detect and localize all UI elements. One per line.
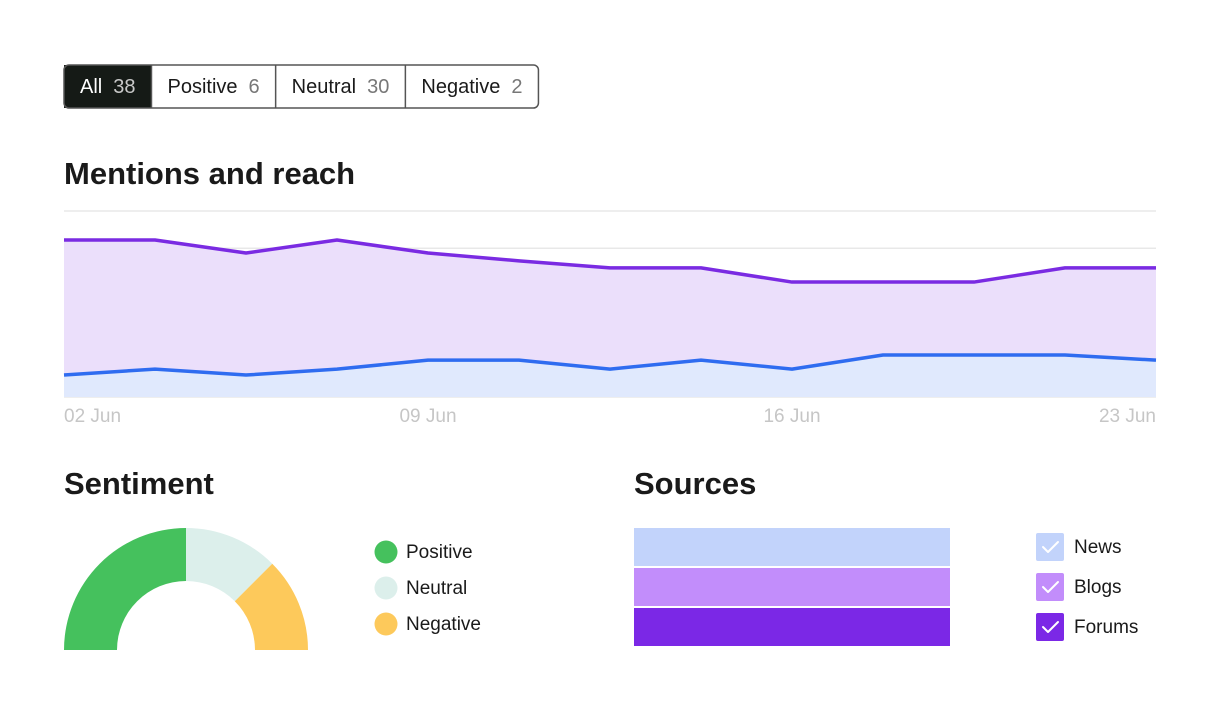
tab[interactable]: Negative 2: [405, 65, 539, 108]
checkbox[interactable]: [1036, 613, 1064, 641]
pie-slice: [234, 563, 308, 650]
legend-swatch: [374, 612, 398, 636]
tab-label: All: [80, 76, 102, 98]
tab-count: 2: [511, 76, 522, 98]
tab-label: Positive: [167, 76, 237, 98]
tab-bar: All 38 Positive 6 Neutral 30 Negative 2: [63, 64, 540, 109]
tab-background: [151, 65, 276, 108]
chart-title: Mentions and reach: [64, 156, 355, 191]
tab-background: [64, 65, 152, 108]
tab-background: [405, 65, 539, 108]
x-tick-label: 09 Jun: [399, 406, 456, 427]
checkmark: [1042, 621, 1059, 633]
line: [64, 238, 1156, 284]
bar: [634, 528, 950, 566]
tab-count: 38: [113, 76, 135, 98]
legend-label: Blogs: [1074, 577, 1122, 598]
legend-label: Forums: [1074, 617, 1138, 638]
area-backdrop: [64, 354, 1156, 397]
chart-title: Sources: [634, 466, 756, 501]
checkmark: [1042, 581, 1059, 593]
tab[interactable]: Positive 6: [151, 65, 276, 108]
tab[interactable]: Neutral 30: [275, 65, 406, 108]
legend-swatch: [374, 576, 398, 600]
pie-slice: [64, 528, 186, 650]
tab-label: Neutral: [292, 76, 356, 98]
pie-slice: [186, 528, 273, 602]
x-tick-label: 16 Jun: [763, 406, 820, 427]
x-tick-label: 02 Jun: [64, 406, 121, 427]
tab-count: 6: [249, 76, 260, 98]
tab-count: 30: [367, 76, 389, 98]
checkbox[interactable]: [1036, 573, 1064, 601]
legend-swatch: [374, 540, 398, 564]
x-tick-label: 23 Jun: [1099, 406, 1156, 427]
legend-label: Positive: [406, 542, 473, 563]
legend-checkbox[interactable]: Forums: [1036, 613, 1138, 641]
chart-title: Sentiment: [64, 466, 214, 501]
tab-background: [275, 65, 406, 108]
legend-checkbox[interactable]: Blogs: [1036, 573, 1122, 601]
bar: [634, 608, 950, 646]
bar: [634, 568, 950, 606]
tab-label: Negative: [421, 76, 500, 98]
tab[interactable]: All 38: [64, 65, 152, 108]
legend-label: Neutral: [406, 578, 467, 599]
area: [64, 354, 1156, 397]
checkmark: [1042, 541, 1059, 553]
checkbox[interactable]: [1036, 533, 1064, 561]
line: [63, 353, 1157, 377]
legend-label: Negative: [406, 614, 481, 635]
legend-label: News: [1074, 537, 1122, 558]
legend-checkbox[interactable]: News: [1036, 533, 1122, 561]
tab-border: [63, 64, 540, 109]
